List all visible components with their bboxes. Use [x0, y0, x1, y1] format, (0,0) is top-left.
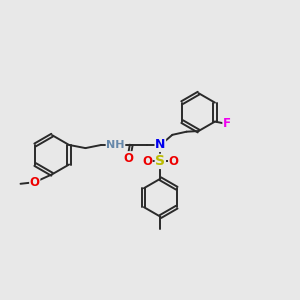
Text: F: F [223, 117, 231, 130]
Text: N: N [155, 138, 166, 152]
Text: O: O [169, 155, 178, 168]
Text: NH: NH [106, 140, 125, 150]
Text: O: O [30, 176, 40, 189]
Text: O: O [124, 152, 134, 165]
Text: O: O [142, 155, 152, 168]
Text: S: S [155, 154, 165, 168]
